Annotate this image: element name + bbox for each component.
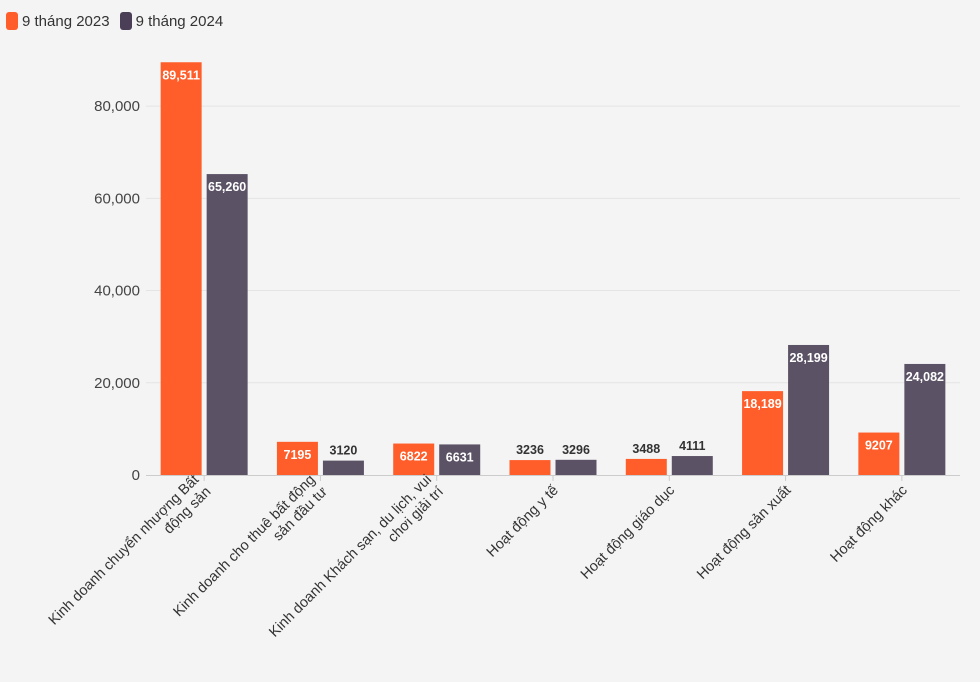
bar-2023 (742, 391, 784, 475)
bars (160, 62, 946, 476)
bar-2023 (858, 432, 900, 475)
data-label: 6631 (446, 450, 474, 464)
x-tick-label-line: Hoạt động khác (828, 483, 911, 566)
data-label: 18,189 (743, 397, 781, 411)
legend-item-2023[interactable]: 9 tháng 2023 (6, 12, 110, 30)
legend-swatch-2023 (6, 12, 18, 30)
y-axis: 0 20,000 40,000 60,000 80,000 (94, 98, 140, 484)
bar-2023 (160, 62, 202, 476)
data-label: 7195 (284, 448, 312, 462)
data-label: 3120 (330, 444, 358, 458)
data-label: 6822 (400, 450, 428, 464)
data-label: 28,199 (789, 351, 827, 365)
legend-item-2024[interactable]: 9 tháng 2024 (119, 12, 224, 30)
x-tick-label-line: Hoạt động sản xuất (694, 483, 794, 583)
bar-2024 (206, 174, 248, 475)
data-label: 3296 (562, 443, 590, 457)
bar-2024 (904, 363, 946, 475)
value-labels: 89,511 65,260 7195 3120 6822 6631 3236 3296 3488… (161, 67, 946, 466)
data-label: 24,082 (906, 370, 944, 384)
data-label: 89,511 (162, 68, 200, 82)
legend-label-2023: 9 tháng 2023 (22, 12, 110, 30)
x-tick-label: Kinh doanh chuyển nhượng Bấtđộng sản (46, 472, 215, 641)
y-tick-label: 20,000 (94, 375, 140, 392)
legend-label-2024: 9 tháng 2024 (135, 12, 224, 30)
bar-2023 (393, 443, 435, 475)
bar-2024 (788, 344, 830, 475)
bar-2024 (439, 444, 481, 475)
x-axis: Kinh doanh chuyển nhượng Bấtđộng sảnKinh… (46, 472, 960, 641)
data-label: 3236 (516, 443, 544, 457)
bar-2024 (555, 459, 597, 475)
x-tick-label-line: Hoạt động giáo dục (578, 483, 678, 583)
x-tick-label-line: Hoạt động y tế (484, 483, 562, 561)
data-label: 3488 (632, 442, 660, 456)
legend-swatch-2024 (119, 12, 132, 30)
y-tick-label: 40,000 (94, 283, 140, 300)
y-tick-label: 60,000 (94, 190, 140, 207)
data-label: 9207 (865, 439, 893, 453)
data-label: 65,260 (208, 180, 246, 194)
x-tick-label: Hoạt động khác (828, 483, 911, 566)
x-tick-label: Hoạt động sản xuất (694, 483, 794, 583)
x-tick-label: Hoạt động giáo dục (578, 483, 678, 583)
data-label: 4111 (679, 439, 705, 453)
bar-2023 (509, 460, 551, 475)
bar-2024 (671, 456, 713, 475)
bar-2023 (276, 441, 318, 475)
x-tick-label: Hoạt động y tế (484, 483, 562, 561)
y-tick-label: 80,000 (94, 98, 140, 115)
y-tick-label: 0 (132, 467, 140, 484)
gridlines (146, 105, 960, 384)
legend: 9 tháng 2023 9 tháng 2024 (6, 10, 223, 32)
bar-2024 (322, 460, 364, 475)
bar-2023 (625, 458, 667, 475)
